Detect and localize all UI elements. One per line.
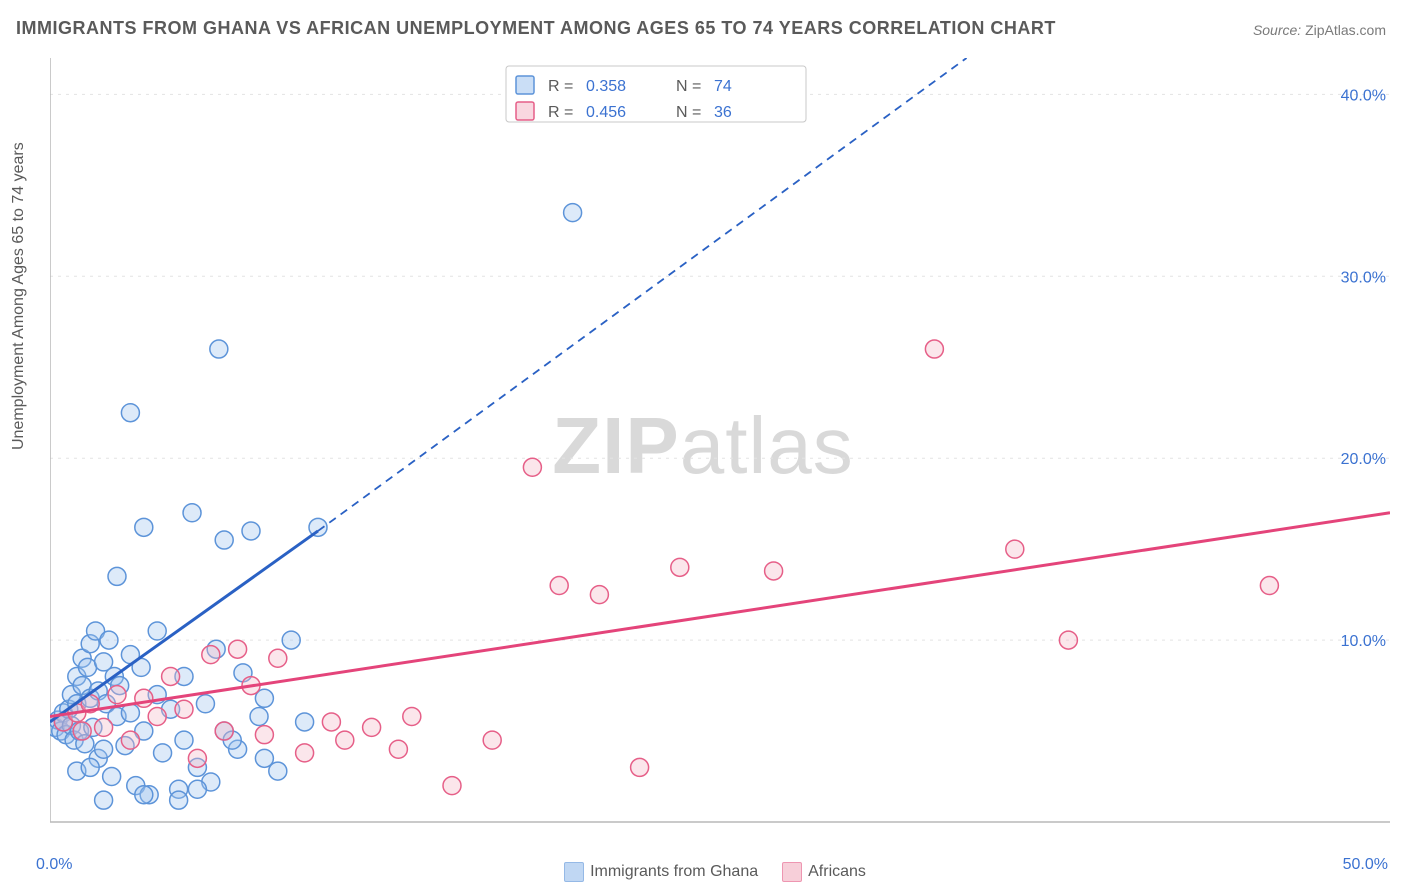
data-point-africans: [269, 649, 287, 667]
data-point-africans: [336, 731, 354, 749]
data-point-africans: [925, 340, 943, 358]
legend-N-label: N =: [676, 104, 701, 121]
source-attribution: Source: ZipAtlas.com: [1253, 22, 1386, 38]
legend-R-value: 0.456: [586, 104, 626, 121]
y-tick-label: 40.0%: [1341, 87, 1386, 104]
data-point-ghana: [188, 780, 206, 798]
data-point-ghana: [175, 731, 193, 749]
legend-swatch-africans: [782, 862, 802, 882]
data-point-ghana: [100, 631, 118, 649]
bottom-legend: Immigrants from Ghana Africans: [0, 862, 1406, 882]
trend-line-extrapolated: [318, 58, 967, 531]
data-point-africans: [215, 722, 233, 740]
data-point-africans: [363, 718, 381, 736]
chart-container: IMMIGRANTS FROM GHANA VS AFRICAN UNEMPLO…: [0, 0, 1406, 892]
data-point-ghana: [296, 713, 314, 731]
data-point-ghana: [269, 762, 287, 780]
y-tick-label: 30.0%: [1341, 269, 1386, 286]
legend-R-label: R =: [548, 78, 573, 95]
data-point-africans: [296, 744, 314, 762]
data-point-africans: [671, 558, 689, 576]
data-point-africans: [108, 686, 126, 704]
y-tick-label: 20.0%: [1341, 451, 1386, 468]
trend-line: [50, 513, 1390, 717]
chart-title: IMMIGRANTS FROM GHANA VS AFRICAN UNEMPLO…: [16, 18, 1056, 39]
data-point-africans: [175, 700, 193, 718]
data-point-ghana: [103, 768, 121, 786]
y-axis-label: Unemployment Among Ages 65 to 74 years: [10, 142, 28, 450]
data-point-africans: [631, 758, 649, 776]
legend-N-value: 36: [714, 104, 732, 121]
source-name: ZipAtlas.com: [1305, 22, 1386, 38]
data-point-africans: [765, 562, 783, 580]
source-label: Source:: [1253, 22, 1301, 38]
data-point-ghana: [215, 531, 233, 549]
data-point-africans: [523, 458, 541, 476]
legend-N-label: N =: [676, 78, 701, 95]
legend-swatch: [516, 76, 534, 94]
data-point-ghana: [210, 340, 228, 358]
legend-label-africans: Africans: [808, 863, 866, 880]
legend-swatch: [516, 102, 534, 120]
legend-swatch-ghana: [564, 862, 584, 882]
data-point-africans: [73, 722, 91, 740]
data-point-ghana: [121, 404, 139, 422]
data-point-africans: [483, 731, 501, 749]
data-point-ghana: [250, 707, 268, 725]
data-point-africans: [403, 707, 421, 725]
data-point-ghana: [135, 786, 153, 804]
data-point-africans: [202, 646, 220, 664]
data-point-ghana: [183, 504, 201, 522]
data-point-africans: [550, 577, 568, 595]
data-point-africans: [121, 731, 139, 749]
data-point-ghana: [196, 695, 214, 713]
data-point-ghana: [564, 204, 582, 222]
data-point-ghana: [154, 744, 172, 762]
data-point-africans: [188, 749, 206, 767]
data-point-ghana: [242, 522, 260, 540]
legend-R-value: 0.358: [586, 78, 626, 95]
legend-R-label: R =: [548, 104, 573, 121]
data-point-ghana: [95, 740, 113, 758]
data-point-africans: [95, 718, 113, 736]
data-point-ghana: [148, 622, 166, 640]
data-point-africans: [162, 667, 180, 685]
data-point-africans: [590, 586, 608, 604]
legend-N-value: 74: [714, 78, 732, 95]
data-point-ghana: [79, 658, 97, 676]
data-point-africans: [389, 740, 407, 758]
data-point-africans: [1260, 577, 1278, 595]
data-point-ghana: [135, 518, 153, 536]
scatter-chart: 10.0% 20.0% 30.0% 40.0% R = 0.358 N = 74 R = 0.45…: [50, 58, 1390, 852]
legend-label-ghana: Immigrants from Ghana: [590, 863, 758, 880]
data-point-africans: [1059, 631, 1077, 649]
data-point-ghana: [108, 567, 126, 585]
data-point-africans: [443, 777, 461, 795]
stat-legend-box: R = 0.358 N = 74 R = 0.456 N = 36: [506, 66, 806, 122]
data-point-ghana: [282, 631, 300, 649]
data-point-ghana: [170, 791, 188, 809]
data-point-ghana: [81, 758, 99, 776]
data-point-africans: [229, 640, 247, 658]
y-tick-label: 10.0%: [1341, 633, 1386, 650]
data-point-africans: [255, 726, 273, 744]
data-point-africans: [1006, 540, 1024, 558]
data-point-ghana: [95, 791, 113, 809]
data-point-africans: [148, 707, 166, 725]
data-point-africans: [322, 713, 340, 731]
